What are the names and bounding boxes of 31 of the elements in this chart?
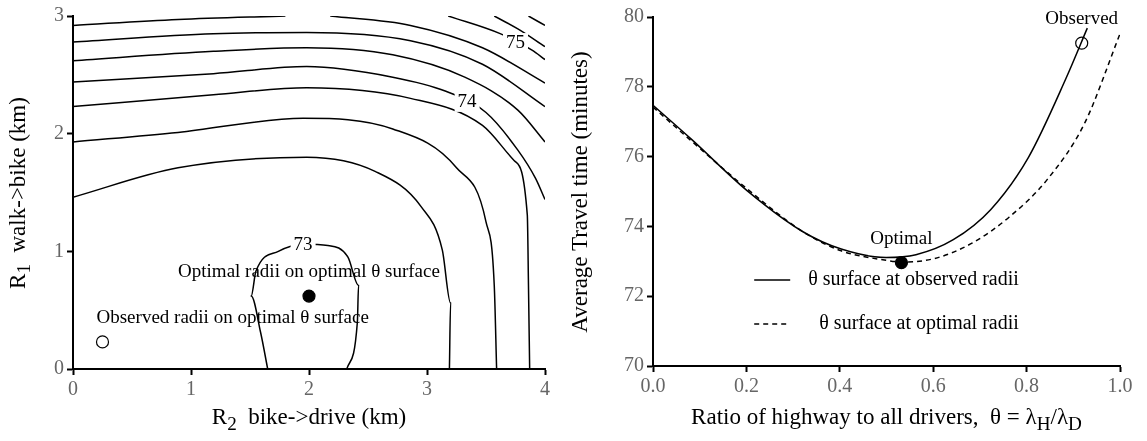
x-tick-label: 0.0 [640,374,666,397]
y-tick-label: 3 [54,3,64,26]
y-tick-label: 78 [624,74,644,97]
x-tick-label: 1 [186,377,196,400]
x-tick-label: 0.6 [920,374,946,397]
x-tick-label: 0.4 [827,374,853,397]
y-tick-label: 70 [624,353,644,376]
y-tick-label: 76 [624,143,644,166]
y-tick-label: 0 [54,356,64,379]
y-tick-label: 1 [54,238,64,261]
annotation: 73 [293,233,313,255]
x-axis-title: R$_{2}$ bike->drive (km) [211,404,407,435]
y-axis-title: Average Travel time (minutes) [567,50,593,333]
legend-label: θ surface at observed radii [808,267,1020,290]
annotation: 74 [457,89,478,111]
x-tick-label: 3 [422,377,432,400]
x-tick-label: 0.8 [1014,374,1040,397]
y-tick-label: 2 [54,120,64,143]
x-tick-label: 0.2 [733,374,759,397]
x-tick-label: 1.0 [1107,374,1133,397]
annotation: Optimal [870,226,933,248]
y-tick-label: 74 [624,213,644,236]
x-axis-title: Ratio of highway to all drivers, θ = λ$_{H}$/λ$_{D}$ [691,404,1082,435]
y-tick-label: 80 [624,4,644,27]
x-tick-label: 0 [68,377,78,400]
x-tick-label: 2 [304,377,314,400]
annotation: 75 [506,31,525,53]
y-tick-label: 72 [624,283,644,306]
annotation: Observed [1045,7,1119,29]
x-tick-label: 4 [540,377,550,400]
legend-label: θ surface at optimal radii [819,311,1020,335]
